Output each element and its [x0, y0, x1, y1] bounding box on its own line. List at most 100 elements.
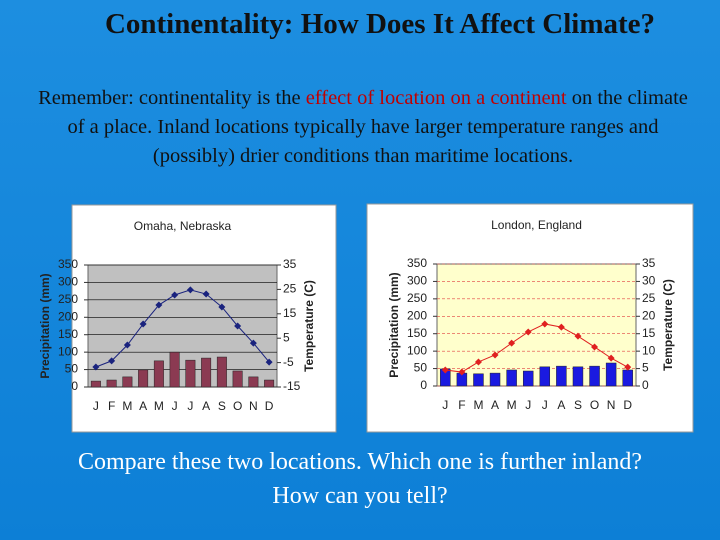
- x-tick-label: D: [623, 398, 632, 412]
- y-tick-label: 50: [414, 361, 428, 375]
- x-tick-label: O: [590, 398, 599, 412]
- point: [541, 320, 549, 328]
- plot-area: [436, 263, 637, 387]
- bar: [248, 376, 259, 388]
- y2-tick-label: -5: [283, 355, 294, 369]
- y2-tick-label: 15: [642, 326, 656, 340]
- y2-tick-label: 5: [642, 361, 649, 375]
- y2-tick-label: 5: [283, 330, 290, 344]
- y2-tick-label: -15: [283, 379, 301, 393]
- point: [458, 368, 466, 376]
- bar: [572, 366, 584, 387]
- point: [218, 303, 226, 311]
- point: [123, 341, 131, 349]
- point: [186, 286, 194, 294]
- point: [441, 366, 449, 374]
- bar: [473, 373, 484, 387]
- bar: [264, 379, 275, 388]
- x-tick-label: M: [154, 399, 164, 413]
- y2-tick-label: 35: [283, 257, 297, 271]
- point: [265, 358, 273, 366]
- bar: [153, 360, 164, 388]
- y-tick-label: 300: [407, 274, 427, 288]
- intro-text: Remember: continentality is the: [38, 87, 306, 109]
- point: [574, 332, 582, 340]
- point: [108, 357, 116, 365]
- bar: [138, 369, 149, 388]
- x-tick-label: J: [93, 399, 99, 413]
- y2-tick-label: 30: [642, 274, 656, 288]
- point: [624, 363, 632, 371]
- x-tick-label: J: [525, 398, 531, 412]
- y2-tick-label: 20: [642, 308, 656, 322]
- x-tick-label: M: [473, 398, 483, 412]
- y-tick-label: 250: [58, 292, 78, 306]
- y2-tick-label: 0: [642, 378, 649, 392]
- x-tick-label: N: [607, 398, 616, 412]
- point: [139, 320, 147, 328]
- point: [607, 354, 615, 362]
- point: [202, 290, 210, 298]
- y-axis-label: Precipitation (mm): [387, 272, 401, 377]
- point: [491, 351, 499, 359]
- x-tick-label: J: [542, 398, 548, 412]
- question-text: Compare these two locations. Which one i…: [77, 449, 643, 509]
- x-tick-label: O: [233, 399, 242, 413]
- y-tick-label: 250: [407, 291, 427, 305]
- y-tick-label: 200: [58, 309, 78, 323]
- bar: [216, 356, 227, 388]
- y2-tick-label: 15: [283, 306, 297, 320]
- x-tick-label: S: [218, 399, 226, 413]
- bar: [232, 370, 243, 388]
- bar: [589, 365, 600, 387]
- chart-title: London, England: [491, 218, 582, 232]
- point: [249, 339, 257, 347]
- y2-tick-label: 25: [642, 291, 656, 305]
- y-tick-label: 350: [407, 256, 427, 270]
- y2-tick-label: 25: [283, 282, 297, 296]
- y-axis-label: Precipitation (mm): [38, 273, 52, 378]
- point: [474, 358, 482, 366]
- bar: [122, 376, 133, 388]
- x-tick-label: S: [574, 398, 582, 412]
- y2-axis-label: Temperature (C): [302, 280, 316, 372]
- bar: [556, 365, 567, 387]
- point: [557, 323, 565, 331]
- y-tick-label: 0: [71, 379, 78, 393]
- x-tick-label: N: [249, 399, 258, 413]
- x-tick-label: D: [265, 399, 274, 413]
- bar: [622, 369, 633, 387]
- line: [95, 289, 270, 368]
- point: [171, 291, 179, 299]
- y-tick-label: 150: [407, 326, 427, 340]
- y-tick-label: 200: [407, 308, 427, 322]
- y-tick-label: 50: [65, 362, 79, 376]
- y-tick-label: 100: [58, 344, 78, 358]
- highlight-text: effect of location on a continent: [305, 87, 567, 109]
- x-tick-label: F: [108, 399, 115, 413]
- y-tick-label: 0: [420, 378, 427, 392]
- x-tick-label: A: [202, 399, 210, 413]
- y-tick-label: 300: [58, 275, 78, 289]
- x-tick-label: F: [458, 398, 465, 412]
- bar: [522, 370, 534, 387]
- x-tick-label: A: [139, 399, 147, 413]
- line: [445, 323, 628, 373]
- point: [508, 339, 516, 347]
- x-tick-label: M: [507, 398, 517, 412]
- bar: [605, 362, 617, 387]
- bar: [506, 369, 517, 387]
- bar: [489, 372, 501, 387]
- x-tick-label: J: [187, 399, 193, 413]
- point: [524, 328, 532, 336]
- x-tick-label: A: [557, 398, 565, 412]
- bar: [169, 351, 180, 388]
- y2-axis-label: Temperature (C): [661, 279, 675, 371]
- x-tick-label: J: [442, 398, 448, 412]
- chart-title: Omaha, Nebraska: [134, 219, 232, 233]
- intro-text: Remember: continentality is the effect o…: [28, 84, 698, 171]
- bar: [106, 379, 117, 388]
- point: [92, 363, 100, 371]
